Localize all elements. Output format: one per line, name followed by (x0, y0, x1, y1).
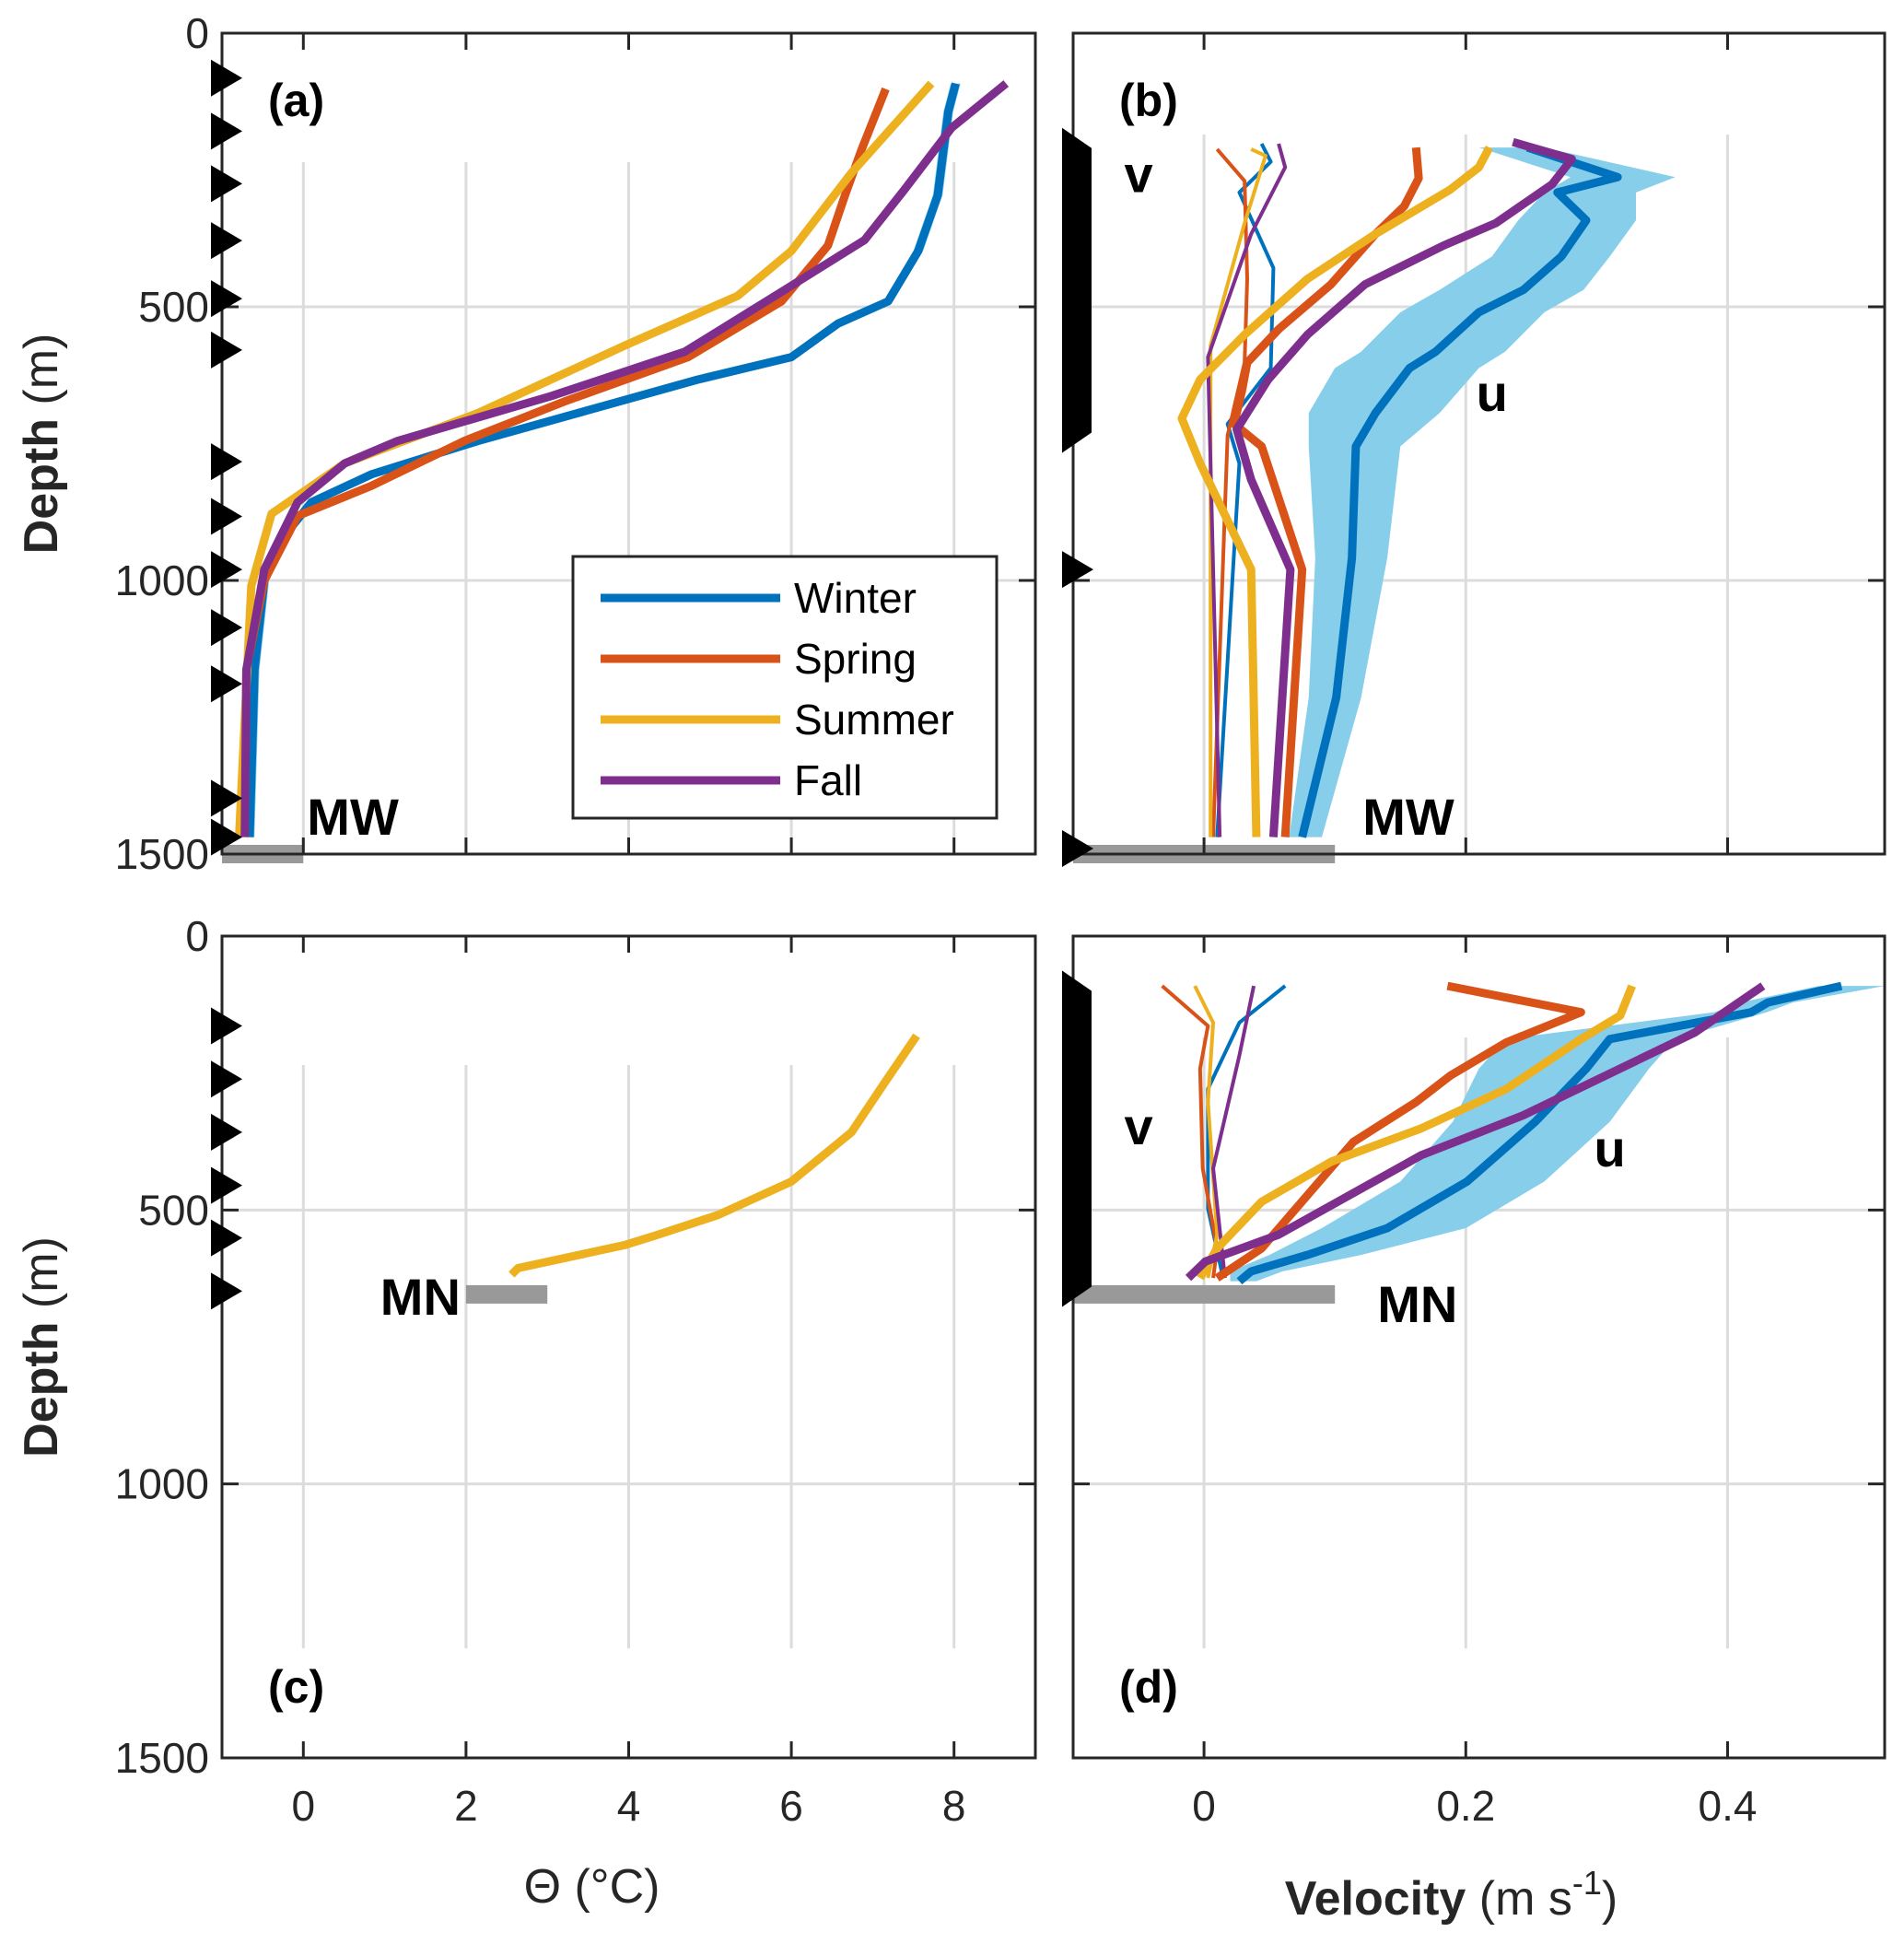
instrument-marker-icon (211, 165, 242, 203)
legend-item-spring: Spring (601, 635, 917, 683)
instrument-marker-icon (211, 551, 242, 589)
panel-b: (b) MW v u (1062, 31, 1886, 868)
instrument-marker-icon (211, 498, 242, 535)
series-summer-line (508, 1033, 920, 1278)
instrument-marker-icon (211, 280, 242, 318)
instrument-marker-icon (211, 59, 242, 97)
x-tick-label: 0.2 (1436, 1782, 1495, 1830)
instrument-marker-icon (211, 1166, 242, 1204)
x-axis-label: Θ (°C) (524, 1860, 660, 1914)
panel-label: (a) (268, 75, 324, 126)
x-tick-label: 0 (1192, 1782, 1216, 1830)
panel-label: (d) (1119, 1661, 1178, 1713)
x-tick-label: 4 (617, 1782, 641, 1830)
y-tick-label: 1000 (115, 556, 209, 604)
panel-label: (b) (1119, 75, 1178, 126)
v-component-label: v (1124, 1097, 1152, 1155)
series-winter-v-line (1215, 143, 1276, 837)
y-tick-label: 1500 (115, 830, 209, 878)
legend-item-winter: Winter (601, 574, 917, 622)
y-axis-label-unit: (m) (15, 334, 68, 405)
x-axis-label-unit: (m s (1479, 1872, 1572, 1926)
y-tick-label: 500 (138, 1186, 209, 1234)
series-spring-v-line (1211, 147, 1249, 837)
panel-label: (c) (268, 1661, 324, 1713)
series-fall-v-line (1206, 143, 1288, 837)
u-component-label: u (1594, 1119, 1625, 1177)
instrument-marker-icon (211, 1272, 242, 1310)
series-fall-u-line (1232, 137, 1576, 837)
x-axis-label-superscript: -1 (1572, 1864, 1602, 1902)
legend: Winter Spring Summer Fall (571, 555, 999, 820)
series-winter-u-line (1298, 143, 1622, 838)
x-axis-label-text: Velocity (1285, 1872, 1479, 1926)
series-fall-v-line (1211, 985, 1256, 1279)
y-tick-label: 0 (185, 912, 209, 960)
instrument-marker-icon (211, 222, 242, 260)
v-component-label: v (1124, 145, 1152, 203)
y-tick-label: 1500 (115, 1734, 209, 1782)
instrument-marker-icon (211, 779, 242, 817)
panel-d: 0 0.2 0.4 Velocity (m s-1) (d) MN v u (1062, 934, 1886, 1926)
y-axis-label-text: Depth (15, 1308, 68, 1458)
x-tick-label: 0 (292, 1782, 316, 1830)
x-tick-label: 2 (454, 1782, 478, 1830)
instrument-marker-icon (211, 1007, 242, 1045)
instrument-marker-icon (211, 443, 242, 481)
seafloor-bar (1073, 1284, 1336, 1304)
instrument-marker-icon (211, 331, 242, 369)
series-fall-u-line (1185, 982, 1766, 1282)
y-tick-label: 1000 (115, 1460, 209, 1508)
x-tick-label: 0.4 (1699, 1782, 1758, 1830)
mooring-annotation: MW (307, 788, 399, 846)
series-summer-line (235, 80, 935, 837)
legend-label: Winter (794, 574, 917, 622)
y-tick-label: 500 (138, 283, 209, 331)
instrument-marker-icon (211, 609, 242, 647)
legend-label: Fall (794, 756, 862, 804)
legend-item-fall: Fall (601, 756, 862, 804)
x-axis-label: Velocity (m s-1) (1285, 1864, 1618, 1926)
y-axis-label: Depth (m) (15, 334, 68, 555)
legend-item-summer: Summer (601, 696, 954, 744)
winter-uncertainty-band (1289, 147, 1676, 837)
adcp-range-icon (1062, 127, 1092, 453)
series-summer-u-line (1196, 984, 1636, 1281)
y-axis-label-unit: (m) (15, 1236, 68, 1308)
u-component-label: u (1477, 364, 1508, 422)
instrument-marker-icon (211, 112, 242, 150)
instrument-marker-icon (211, 818, 242, 856)
x-axis-label-close: ) (1602, 1872, 1618, 1926)
winter-uncertainty-band (1230, 986, 1885, 1282)
seafloor-bar (465, 1284, 548, 1304)
y-axis-label: Depth (m) (15, 1236, 68, 1458)
instrument-marker-icon (1062, 551, 1093, 589)
instrument-marker-icon (211, 1113, 242, 1151)
series-winter-u-line (1236, 981, 1843, 1285)
instrument-marker-icon (211, 1219, 242, 1257)
series-summer-u-line (1177, 146, 1493, 837)
instrument-marker-icon (211, 1060, 242, 1098)
axes-box (1071, 934, 1886, 1760)
series-spring-u-line (1214, 981, 1585, 1282)
mooring-annotation: MN (380, 1268, 461, 1326)
y-tick-label: 0 (185, 9, 209, 57)
series-spring-u-line (1230, 146, 1423, 837)
mooring-annotation: MW (1362, 788, 1454, 846)
adcp-range-icon (1062, 970, 1092, 1307)
instrument-marker-icon (211, 665, 242, 703)
x-tick-label: 8 (942, 1782, 966, 1830)
legend-label: Spring (794, 635, 917, 683)
y-axis-label-text: Depth (15, 405, 68, 555)
legend-label: Summer (794, 696, 954, 744)
instrument-marker-icon (1062, 830, 1093, 868)
mooring-annotation: MN (1377, 1275, 1457, 1333)
panel-a: 0 500 1000 1500 Depth (m) (a) MW (15, 9, 1037, 878)
panel-c: 0 500 1000 1500 0 2 4 6 8 Depth (m) Θ (°C) (c) MN (15, 912, 1037, 1914)
x-tick-label: 6 (779, 1782, 803, 1830)
series-fall-line (240, 80, 1010, 837)
